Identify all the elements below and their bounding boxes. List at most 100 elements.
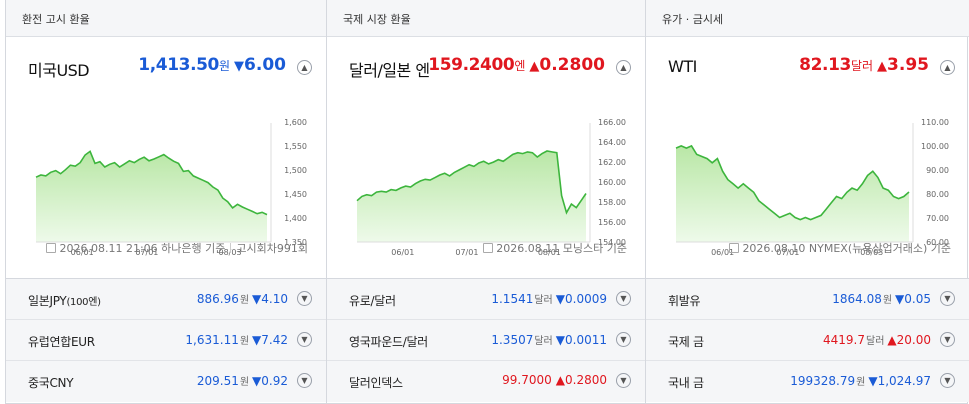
chevron-down-icon[interactable]: ▼ xyxy=(616,332,631,347)
rate-row[interactable]: 국제 금 4419.7달러 ▲20.00 ▼ xyxy=(646,320,969,361)
y-tick-label: 1,400 xyxy=(284,214,307,223)
rate-value: 4419.7달러 ▲20.00 xyxy=(823,332,931,347)
chevron-down-icon[interactable]: ▼ xyxy=(297,373,312,388)
rate-name: 유럽연합EUR xyxy=(28,335,95,349)
rate-label[interactable]: 유로/달러 xyxy=(349,292,396,309)
rate-label[interactable]: 휘발유 xyxy=(668,292,701,309)
rate-name: 영국파운드/달러 xyxy=(349,335,428,349)
price-unit: 달러 xyxy=(850,59,874,73)
main-title[interactable]: 달러/일본 엔 xyxy=(349,61,430,80)
y-tick-label: 110.00 xyxy=(921,118,949,127)
document-icon xyxy=(483,243,494,253)
rate-number: 1,631.11 xyxy=(185,333,239,347)
rate-number: 886.96 xyxy=(196,292,239,306)
rate-label[interactable]: 중국CNY xyxy=(28,374,74,391)
column-header[interactable]: 국제 시장 환율 xyxy=(327,0,645,37)
divider xyxy=(230,243,232,253)
chevron-down-icon[interactable]: ▼ xyxy=(297,291,312,306)
rate-number: 1864.08 xyxy=(832,292,882,306)
rate-number: 199328.79 xyxy=(790,374,856,388)
rate-label[interactable]: 영국파운드/달러 xyxy=(349,333,428,350)
rate-row[interactable]: 달러인덱스 99.7000 ▲0.2800 ▼ xyxy=(327,361,645,402)
rate-row[interactable]: 영국파운드/달러 1.3507달러 ▼0.0011 ▼ xyxy=(327,320,645,361)
price-value: 82.13 xyxy=(799,55,851,75)
change-value: 6.00 xyxy=(244,55,286,75)
rate-number: 99.7000 xyxy=(502,373,552,387)
chevron-down-icon[interactable]: ▼ xyxy=(940,373,955,388)
price-value: 1,413.50 xyxy=(138,55,219,75)
source-footer: 2026.08.11 모닝스타 기준 xyxy=(483,240,627,256)
rate-number: 1.3507 xyxy=(491,333,534,347)
y-tick-label: 166.00 xyxy=(598,118,626,127)
down-arrow-icon: ▼ xyxy=(895,292,905,306)
chevron-down-icon[interactable]: ▼ xyxy=(940,332,955,347)
rate-list: 유로/달러 1.1541달러 ▼0.0009 ▼ 영국파운드/달러 1.3507달러 ▼0.… xyxy=(327,278,645,402)
y-tick-label: 158.00 xyxy=(598,198,626,207)
down-arrow-icon: ▼ xyxy=(252,333,262,347)
up-arrow-icon: ▲ xyxy=(887,333,897,347)
up-arrow-icon: ▲ xyxy=(529,59,540,74)
market-column: 국제 시장 환율 달러/일본 엔 159.2400엔 ▲0.2800 ▲ 166.00 16… xyxy=(327,0,646,404)
main-title[interactable]: 미국USD xyxy=(28,61,90,80)
rate-label[interactable]: 유럽연합EUR xyxy=(28,333,95,350)
chart-line xyxy=(675,144,910,221)
rate-label[interactable]: 국내 금 xyxy=(668,374,704,391)
change-value: 3.95 xyxy=(887,55,929,75)
rate-value: 209.51원 ▼0.92 xyxy=(197,373,288,388)
y-tick-label: 1,350 xyxy=(284,238,307,247)
chevron-down-icon[interactable]: ▼ xyxy=(940,291,955,306)
rate-row[interactable]: 휘발유 1864.08원 ▼0.05 ▼ xyxy=(646,279,969,320)
rate-label[interactable]: 국제 금 xyxy=(668,333,704,350)
rate-unit: 원 xyxy=(239,377,250,388)
rate-value: 1.3507달러 ▼0.0011 xyxy=(491,332,607,347)
rate-unit: 원 xyxy=(882,295,893,306)
rate-number: 1.1541 xyxy=(491,292,534,306)
rate-name: 중국CNY xyxy=(28,376,74,390)
rate-row[interactable]: 중국CNY 209.51원 ▼0.92 ▼ xyxy=(6,361,326,402)
y-tick-label: 156.00 xyxy=(598,218,626,227)
rate-row[interactable]: 국내 금 199328.79원 ▼1,024.97 ▼ xyxy=(646,361,969,402)
rate-number: 209.51 xyxy=(196,374,239,388)
rate-unit: 원 xyxy=(856,377,866,388)
x-tick-label: 08/03 xyxy=(860,248,883,257)
chevron-up-icon[interactable]: ▲ xyxy=(940,60,955,75)
chart-panel: WTI 82.13달러 ▲3.95 ▲ 110.00 100.00 90.00 80.00 70… xyxy=(646,37,969,278)
line-chart: 166.00 164.00 162.00 160.00 158.00 156.00 154.… xyxy=(356,118,626,257)
chevron-up-icon[interactable]: ▲ xyxy=(616,60,631,75)
rate-number: 4419.7 xyxy=(823,333,865,347)
chevron-down-icon[interactable]: ▼ xyxy=(616,373,631,388)
change-value: 0.2800 xyxy=(539,55,605,75)
exchange-widget: 환전 고시 환율 미국USD 1,413.50원 ▼6.00 ▲ 1,600 1,550 1,… xyxy=(5,0,969,404)
rate-unit: 달러 xyxy=(866,336,885,347)
down-arrow-icon: ▼ xyxy=(252,292,262,306)
column-header[interactable]: 유가 · 금시세 xyxy=(646,0,969,37)
market-column: 환전 고시 환율 미국USD 1,413.50원 ▼6.00 ▲ 1,600 1,550 1,… xyxy=(6,0,327,404)
chart-area xyxy=(676,145,909,242)
rate-row[interactable]: 일본JPY(100엔) 886.96원 ▼4.10 ▼ xyxy=(6,279,326,320)
rate-row[interactable]: 유로/달러 1.1541달러 ▼0.0009 ▼ xyxy=(327,279,645,320)
main-price: 82.13달러 ▲3.95 xyxy=(799,55,929,75)
chevron-down-icon[interactable]: ▼ xyxy=(297,332,312,347)
rate-value: 1.1541달러 ▼0.0009 xyxy=(491,291,607,306)
chart-area xyxy=(36,151,267,242)
rate-change: 0.2800 xyxy=(565,373,607,387)
chevron-down-icon[interactable]: ▼ xyxy=(616,291,631,306)
column-header[interactable]: 환전 고시 환율 xyxy=(6,0,326,37)
main-title[interactable]: WTI xyxy=(668,57,697,76)
rate-sub: (100엔) xyxy=(66,297,101,308)
rate-unit: 달러 xyxy=(534,336,553,347)
y-tick-label: 1,450 xyxy=(284,190,307,199)
rate-row[interactable]: 유럽연합EUR 1,631.11원 ▼7.42 ▼ xyxy=(6,320,326,361)
y-tick-label: 1,600 xyxy=(284,118,307,127)
chevron-up-icon[interactable]: ▲ xyxy=(297,60,312,75)
up-arrow-icon: ▲ xyxy=(877,59,888,74)
rate-value: 99.7000 ▲0.2800 xyxy=(502,373,607,387)
market-column: 유가 · 금시세 WTI 82.13달러 ▲3.95 ▲ 110.00 100.00 90.0… xyxy=(646,0,969,404)
main-price: 1,413.50원 ▼6.00 xyxy=(138,55,286,75)
rate-unit: 원 xyxy=(239,295,250,306)
price-unit: 엔 xyxy=(514,59,526,73)
document-icon xyxy=(46,243,57,253)
rate-value: 1,631.11원 ▼7.42 xyxy=(185,332,288,347)
rate-label[interactable]: 달러인덱스 xyxy=(349,374,403,391)
rate-label[interactable]: 일본JPY(100엔) xyxy=(28,292,101,309)
